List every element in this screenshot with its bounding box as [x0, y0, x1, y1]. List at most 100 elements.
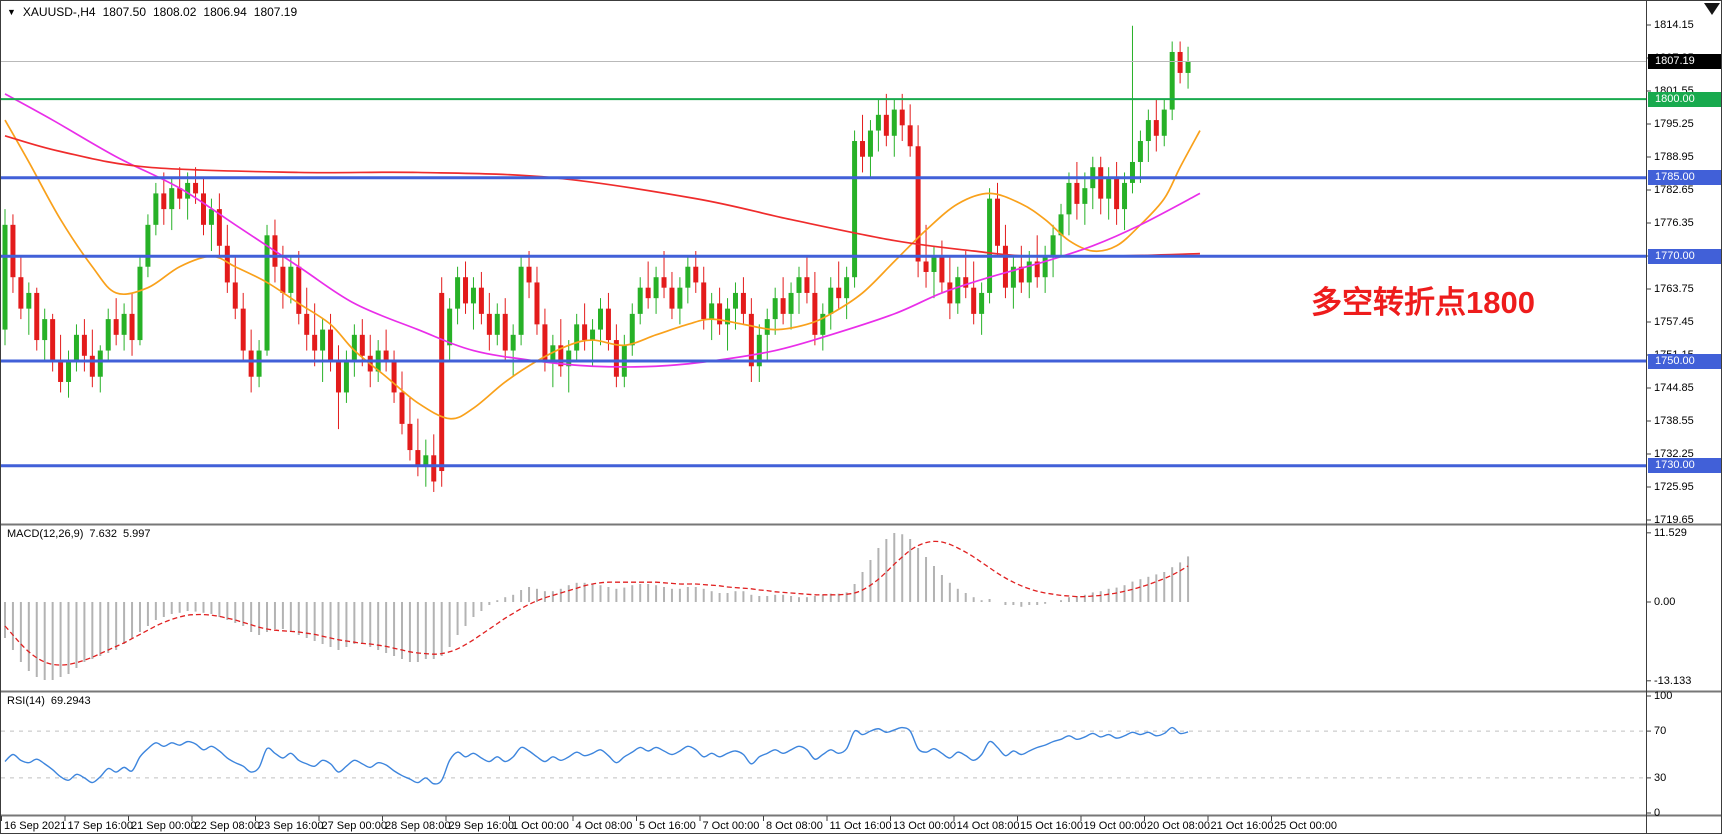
candle-body [407, 423, 413, 451]
candle-body [725, 308, 731, 325]
mid-ma-magenta-line [4, 93, 1201, 368]
candle-body [391, 361, 397, 393]
candle-body [971, 287, 977, 314]
candle-body [1161, 109, 1167, 136]
symbol-dropdown-icon[interactable]: ▼ [7, 7, 16, 17]
price-tick-label: 1814.15 [1654, 19, 1694, 31]
price-level-box-1730.00: 1730.00 [1648, 458, 1721, 473]
candle-body [772, 298, 778, 320]
macd-name: MACD(12,26,9) [7, 528, 84, 540]
candle-body [42, 319, 48, 341]
candle-body [788, 292, 794, 314]
candle-body [804, 277, 810, 293]
date-label: 17 Sep 16:00 [67, 820, 133, 832]
candle-body [240, 308, 246, 351]
chart-shift-marker-icon[interactable] [1704, 3, 1720, 15]
candle-body [899, 109, 905, 126]
candle-body [875, 114, 881, 131]
candle-body [661, 277, 667, 288]
candle-body [415, 450, 421, 466]
date-label: 27 Sep 00:00 [321, 820, 387, 832]
candle-body [613, 340, 619, 377]
symbol-name: XAUUSD-,H4 [22, 5, 96, 19]
date-label: 1 Oct 00:00 [512, 820, 569, 832]
candle-body [740, 292, 746, 314]
candle-body [208, 209, 214, 225]
candle-body [764, 319, 770, 335]
candle-body [335, 361, 341, 393]
candle-body [296, 266, 302, 314]
candle-body [288, 266, 294, 293]
candle-body [145, 224, 151, 267]
candle-body [193, 182, 199, 194]
candle-body [1026, 261, 1032, 283]
candle-body [161, 193, 167, 210]
price-tick-label: 1763.75 [1654, 282, 1694, 295]
date-label: 7 Oct 00:00 [702, 820, 760, 832]
candle-body [320, 329, 326, 351]
candle-body [923, 261, 929, 272]
candle-body [701, 282, 707, 320]
candle-body [224, 245, 230, 283]
candle-body [113, 319, 119, 335]
macd-value: 7.632 [89, 528, 117, 540]
ohlc-close: 1807.19 [253, 5, 298, 19]
candle-body [645, 287, 651, 299]
candle-body [518, 266, 524, 335]
candle-body [987, 198, 993, 293]
candle-body [264, 235, 270, 351]
candle-body [58, 361, 64, 382]
rsi-value: 69.2943 [50, 695, 91, 707]
candle-body [383, 350, 389, 362]
candle-body [669, 287, 675, 309]
candle-body [18, 277, 24, 309]
candle-body [137, 266, 143, 341]
candle-body [486, 313, 492, 335]
date-label: 8 Oct 08:00 [766, 820, 823, 832]
candle-body [1129, 161, 1135, 183]
macd-signal-line [4, 540, 1189, 666]
candle-body [105, 319, 111, 351]
candle-body [423, 455, 429, 466]
candle-body [756, 334, 762, 367]
candle-body [780, 298, 786, 314]
candle-body [605, 308, 611, 341]
candle-body [73, 334, 79, 362]
candle-body [510, 334, 516, 351]
candle-body [844, 277, 850, 299]
price-tick-label: 1744.85 [1654, 381, 1694, 394]
date-label: 19 Oct 00:00 [1083, 820, 1147, 832]
candle-body [685, 266, 691, 288]
candle-body [89, 355, 95, 377]
candle-body [455, 277, 461, 309]
date-label: 16 Sep 2021 [4, 820, 67, 832]
price-tick-label: 1788.95 [1654, 150, 1694, 163]
rsi-axis-label: 30 [1654, 771, 1667, 784]
date-label: 29 Sep 16:00 [448, 820, 514, 832]
candle-body [232, 282, 238, 309]
candle-body [1185, 61, 1191, 73]
candle-body [1122, 182, 1128, 210]
annotation-text[interactable]: 多空转折点1800 [1311, 285, 1535, 320]
rsi-indicator-label: RSI(14) 69.2943 [7, 695, 91, 707]
candle-body [439, 292, 445, 472]
candle-body [796, 277, 802, 293]
candle-body [907, 125, 913, 147]
candle-body [1169, 51, 1175, 110]
price-level-box-1750.00: 1750.00 [1648, 354, 1721, 369]
candle-body [26, 292, 32, 309]
candle-body [598, 308, 603, 330]
candle-body [50, 319, 56, 362]
price-tick-label: 1732.25 [1654, 447, 1694, 460]
candle-body [1018, 266, 1024, 283]
candle-body [1137, 141, 1143, 162]
candle-body [812, 292, 818, 335]
candle-body [867, 130, 873, 157]
price-tick-label: 1757.45 [1654, 315, 1694, 328]
candle-body [201, 193, 206, 225]
candle-body [963, 277, 969, 288]
candle-body [478, 287, 484, 314]
candle-body [717, 303, 723, 325]
